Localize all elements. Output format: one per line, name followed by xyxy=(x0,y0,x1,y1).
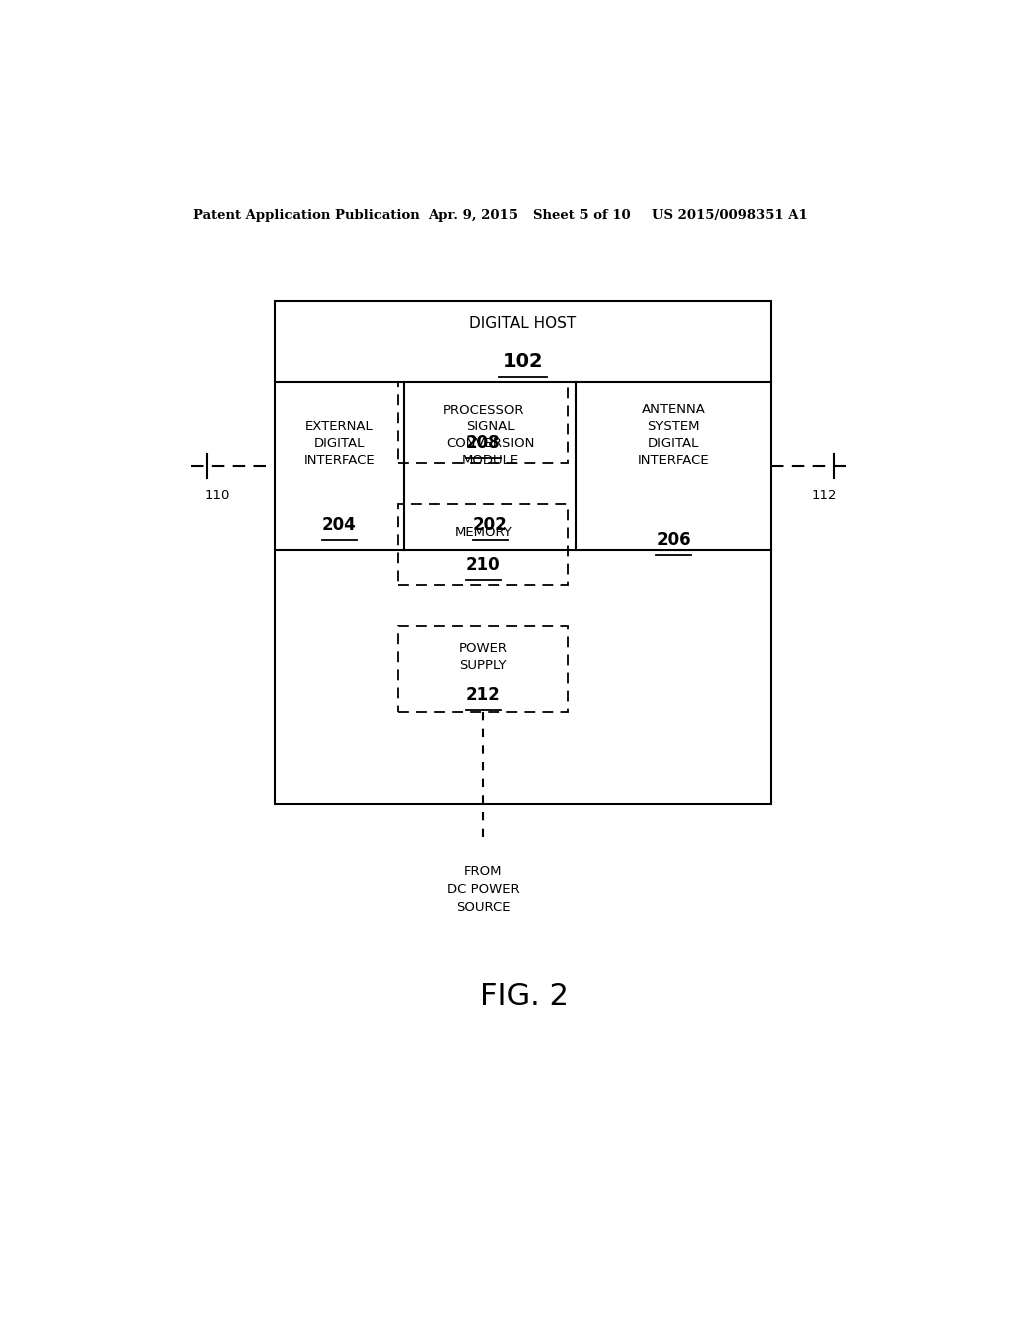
Text: SIGNAL
CONVERSION
MODULE: SIGNAL CONVERSION MODULE xyxy=(446,420,535,467)
Text: MEMORY: MEMORY xyxy=(455,525,512,539)
Text: ANTENNA
SYSTEM
DIGITAL
INTERFACE: ANTENNA SYSTEM DIGITAL INTERFACE xyxy=(638,404,710,467)
Text: 110: 110 xyxy=(205,490,230,503)
Text: FROM
DC POWER
SOURCE: FROM DC POWER SOURCE xyxy=(446,865,519,913)
Text: Patent Application Publication: Patent Application Publication xyxy=(194,209,420,222)
Bar xyxy=(397,381,568,463)
Text: 210: 210 xyxy=(466,556,501,574)
Text: EXTERNAL
DIGITAL
INTERFACE: EXTERNAL DIGITAL INTERFACE xyxy=(304,420,376,467)
Text: FIG. 2: FIG. 2 xyxy=(480,982,569,1011)
Text: US 2015/0098351 A1: US 2015/0098351 A1 xyxy=(652,209,808,222)
Text: POWER
SUPPLY: POWER SUPPLY xyxy=(459,642,508,672)
Text: 208: 208 xyxy=(466,434,501,451)
Text: DIGITAL HOST: DIGITAL HOST xyxy=(469,315,577,330)
Text: Apr. 9, 2015: Apr. 9, 2015 xyxy=(428,209,518,222)
Text: PROCESSOR: PROCESSOR xyxy=(442,404,524,417)
Bar xyxy=(397,504,568,585)
Text: 102: 102 xyxy=(503,352,543,371)
Text: 206: 206 xyxy=(656,531,691,549)
Text: 202: 202 xyxy=(473,516,508,533)
Text: 212: 212 xyxy=(466,685,501,704)
Bar xyxy=(397,626,568,713)
Text: Sheet 5 of 10: Sheet 5 of 10 xyxy=(532,209,631,222)
Text: 112: 112 xyxy=(812,490,838,503)
Text: 204: 204 xyxy=(323,516,357,533)
Bar xyxy=(274,301,771,804)
